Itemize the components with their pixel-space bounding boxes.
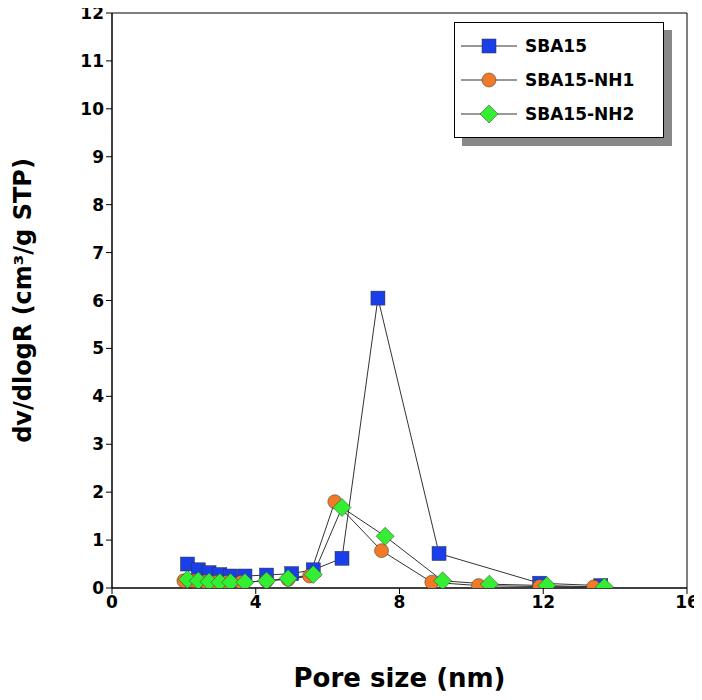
svg-text:12: 12: [80, 8, 104, 23]
svg-text:8: 8: [394, 592, 406, 612]
svg-text:16: 16: [675, 592, 694, 612]
svg-text:7: 7: [92, 243, 104, 263]
svg-text:0: 0: [92, 578, 104, 598]
svg-text:4: 4: [92, 386, 104, 406]
svg-text:0: 0: [106, 592, 118, 612]
svg-text:4: 4: [250, 592, 262, 612]
svg-text:10: 10: [80, 99, 104, 119]
html-text:SBA15-NH1: SBA15-NH1: [525, 70, 635, 90]
svg-text:dv/dlogR (cm³/g STP): dv/dlogR (cm³/g STP): [9, 158, 37, 443]
html-text:SBA15: SBA15: [525, 36, 587, 56]
svg-text:3: 3: [92, 434, 104, 454]
svg-text:9: 9: [92, 147, 104, 167]
svg-text:1: 1: [92, 530, 104, 550]
svg-text:2: 2: [92, 482, 104, 502]
svg-text:8: 8: [92, 195, 104, 215]
svg-text:12: 12: [531, 592, 555, 612]
html-text:SBA15-NH2: SBA15-NH2: [525, 104, 635, 124]
svg-text:Pore size (nm): Pore size (nm): [294, 663, 506, 692]
svg-text:11: 11: [80, 51, 104, 71]
svg-text:5: 5: [92, 338, 104, 358]
svg-text:6: 6: [92, 291, 104, 311]
